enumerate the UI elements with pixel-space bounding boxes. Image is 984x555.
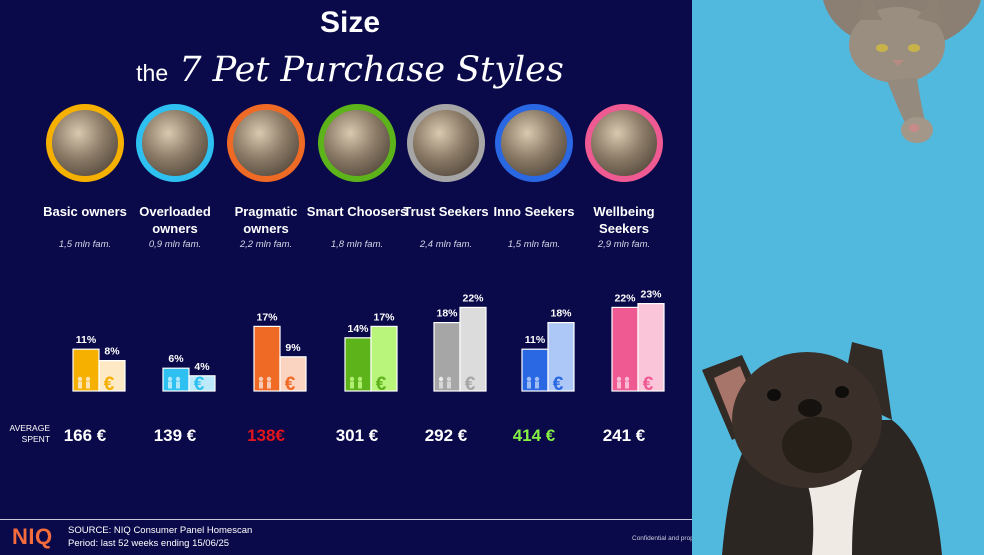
average-spent-label: AVERAGE SPENT — [9, 423, 50, 444]
family-icon — [167, 376, 181, 389]
bar-label: 11% — [76, 334, 97, 346]
average-spent-value: 241 € — [602, 426, 646, 445]
niq-logo: NIQ — [12, 524, 53, 549]
bar-label: 8% — [104, 346, 120, 358]
bar-value-4 — [370, 325, 398, 392]
segment-photo-3 — [227, 104, 305, 182]
bar-label: 4% — [194, 361, 210, 373]
bar-label: 18% — [436, 308, 458, 320]
bar-label: 11% — [525, 334, 546, 346]
pets-illustration — [702, 0, 981, 555]
segment-photo-7 — [585, 104, 663, 182]
bar-value-6 — [547, 322, 575, 392]
segment-photo-6 — [495, 104, 573, 182]
bar-value-1 — [98, 360, 126, 392]
segment-families: 2,4 mln fam. — [419, 239, 473, 250]
bar-label: 14% — [347, 323, 369, 335]
euro-icon: € — [465, 374, 476, 395]
segment-photo-4 — [318, 104, 396, 182]
segment-name: Overloaded owners — [139, 204, 211, 236]
bar-label: 17% — [373, 311, 395, 323]
average-spent-value: 292 € — [424, 426, 468, 445]
bar-value-2 — [188, 375, 216, 392]
euro-icon: € — [643, 374, 654, 395]
average-spent-value: 139 € — [153, 426, 197, 445]
bar-chart: 11%8%€6%4%€17%9%€14%17%€18%22%€11%18%€22… — [72, 289, 665, 395]
bar-label: 22% — [614, 292, 636, 304]
bar-label: 22% — [462, 292, 484, 304]
segment-name: Wellbeing Seekers — [593, 204, 655, 236]
bar-families-3 — [253, 325, 281, 392]
segment-families: 0,9 mln fam. — [148, 239, 202, 250]
segment-families: 1,5 mln fam. — [507, 239, 561, 250]
segment-name: Basic owners — [43, 204, 127, 219]
cat-image — [823, 0, 981, 143]
bar-label: 9% — [285, 342, 301, 354]
segment-name: Smart Choosers — [306, 204, 408, 219]
bar-label: 17% — [256, 311, 278, 323]
family-icon — [438, 376, 452, 389]
bar-label: 6% — [168, 353, 184, 365]
euro-icon: € — [376, 374, 387, 395]
segment-name: Inno Seekers — [493, 204, 575, 219]
page-title: Size — [319, 6, 381, 39]
euro-icon: € — [553, 374, 564, 395]
family-icon — [349, 376, 363, 389]
bar-label: 23% — [640, 289, 662, 301]
source-line: SOURCE: NIQ Consumer Panel Homescan — [68, 525, 253, 536]
average-spent-value: 301 € — [335, 426, 379, 445]
euro-icon: € — [194, 374, 205, 395]
bar-value-3 — [279, 356, 307, 392]
family-icon — [77, 376, 91, 389]
segment-photo-1 — [46, 104, 124, 182]
subtitle-prefix: the — [136, 60, 169, 86]
segment-families: 1,5 mln fam. — [58, 239, 112, 250]
family-icon — [616, 376, 630, 389]
bar-value-5 — [459, 306, 487, 392]
dog-image — [702, 342, 942, 555]
bar-value-7 — [637, 303, 665, 392]
period-line: Period: last 52 weeks ending 15/06/25 — [68, 538, 230, 549]
confidential-note: Confidential and proprietary — [632, 535, 692, 542]
average-spent-value: 166 € — [63, 426, 107, 445]
segment-photo-5 — [407, 104, 485, 182]
pets-photo-panel — [692, 0, 984, 555]
euro-icon: € — [104, 374, 115, 395]
bar-label: 18% — [550, 308, 572, 320]
subtitle-main: 7 Pet Purchase Styles — [179, 50, 564, 90]
segment-name: Pragmatic owners — [234, 204, 298, 236]
page-subtitle: the 7 Pet Purchase Styles — [0, 50, 700, 90]
euro-icon: € — [285, 374, 296, 395]
family-icon — [526, 376, 540, 389]
average-spent-value: 138€ — [247, 426, 285, 445]
segment-families: 2,2 mln fam. — [239, 239, 293, 250]
footer-divider — [0, 519, 692, 520]
segment-families: 1,8 mln fam. — [330, 239, 384, 250]
segment-photo-2 — [136, 104, 214, 182]
source-note: SOURCE: NIQ Consumer Panel Homescan Peri… — [68, 524, 252, 550]
segment-name: Trust Seekers — [403, 204, 489, 219]
bar-families-5 — [433, 322, 461, 392]
average-spent-value: 414 € — [512, 426, 556, 445]
family-icon — [258, 376, 272, 389]
content-panel — [0, 0, 692, 555]
segment-families: 2,9 mln fam. — [597, 239, 651, 250]
